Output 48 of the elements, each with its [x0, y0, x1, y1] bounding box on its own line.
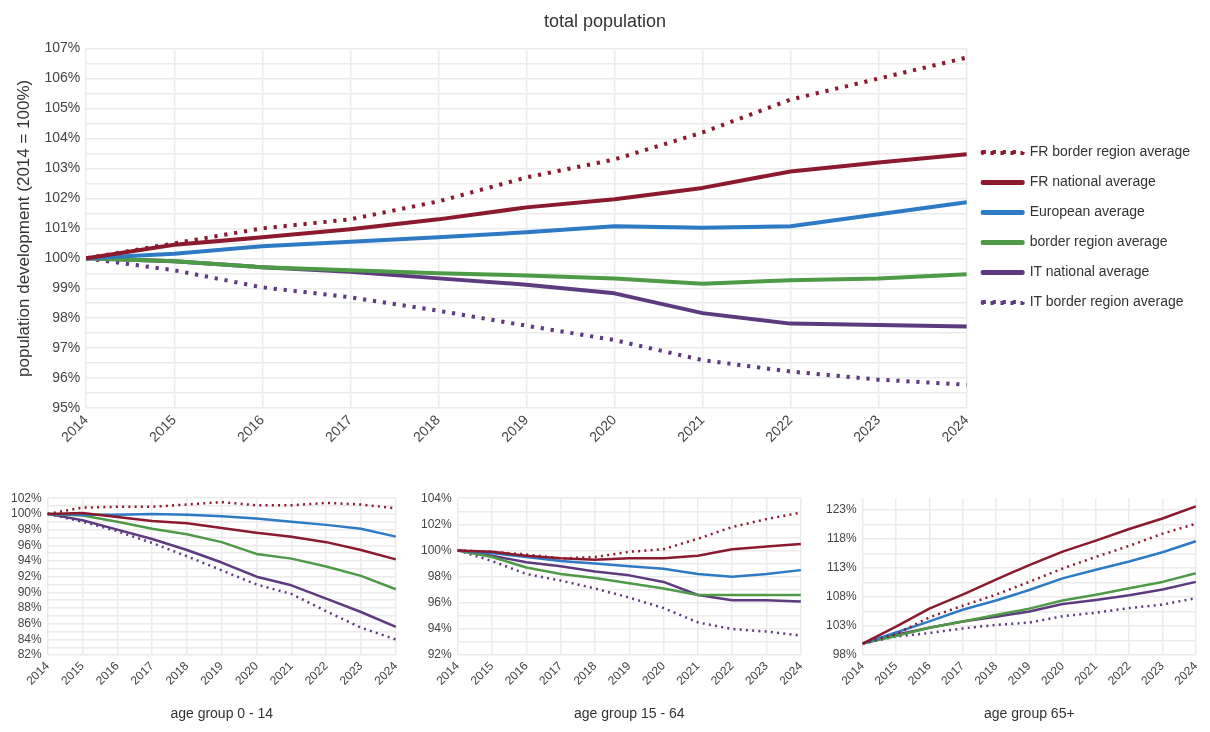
y-tick-label: 88% [17, 600, 43, 615]
y-tick-label: 104% [420, 490, 453, 505]
y-tick-label: 105% [44, 99, 81, 116]
y-tick-label: 103% [44, 159, 81, 176]
chart-title: total population [543, 10, 667, 31]
y-tick-label: 86% [17, 616, 43, 631]
legend-label: IT national average [1029, 263, 1150, 280]
y-tick-label: 98% [832, 647, 858, 662]
y-tick-label: 94% [427, 621, 453, 636]
y-tick-label: 107% [44, 39, 81, 56]
y-tick-label: 104% [44, 129, 81, 146]
legend-label: European average [1029, 203, 1146, 220]
y-tick-label: 102% [44, 189, 81, 206]
y-tick-label: 94% [17, 553, 43, 568]
y-tick-label: 98% [427, 568, 453, 583]
x-axis-title: age group 15 - 64 [573, 705, 685, 722]
y-tick-label: 98% [52, 309, 81, 326]
y-tick-label: 100% [10, 506, 43, 521]
y-tick-label: 99% [52, 279, 81, 296]
y-tick-label: 100% [420, 542, 453, 557]
x-axis-title: age group 65+ [983, 705, 1075, 722]
y-tick-label: 103% [825, 618, 858, 633]
y-tick-label: 113% [826, 560, 858, 575]
y-tick-label: 92% [427, 647, 453, 662]
y-tick-label: 92% [17, 568, 43, 583]
y-tick-label: 102% [420, 516, 453, 531]
y-tick-label: 102% [10, 490, 43, 505]
legend-label: IT border region average [1029, 293, 1184, 310]
y-tick-label: 96% [427, 595, 453, 610]
y-tick-label: 90% [17, 584, 43, 599]
y-tick-label: 84% [17, 631, 43, 646]
y-tick-label: 82% [17, 647, 43, 662]
y-tick-label: 106% [44, 69, 81, 86]
y-tick-label: 95% [52, 398, 81, 415]
y-tick-label: 98% [17, 521, 43, 536]
y-tick-label: 118% [826, 531, 858, 546]
y-tick-label: 96% [17, 537, 43, 552]
y-axis-title: population development (2014 = 100%) [13, 79, 33, 377]
legend-label: FR border region average [1029, 143, 1191, 160]
legend-label: border region average [1029, 233, 1168, 250]
x-axis-title: age group 0 - 14 [170, 705, 274, 722]
y-tick-label: 108% [825, 589, 858, 604]
y-tick-label: 100% [44, 249, 81, 266]
y-tick-label: 101% [44, 219, 81, 236]
y-tick-label: 96% [52, 369, 81, 385]
legend-label: FR national average [1029, 173, 1156, 190]
y-tick-label: 97% [52, 339, 81, 356]
y-tick-label: 123% [825, 502, 858, 517]
